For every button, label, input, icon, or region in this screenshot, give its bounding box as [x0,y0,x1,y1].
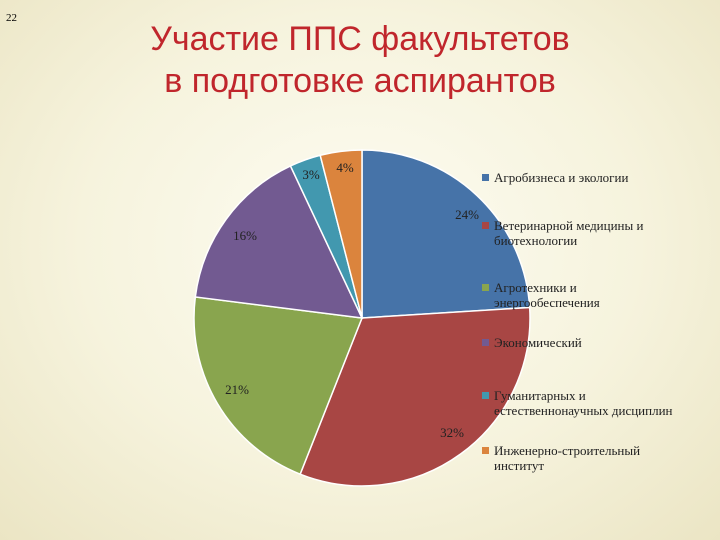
pie-slice [299,306,531,487]
pie-data-label: 4% [336,160,354,175]
legend-item: Экономический [482,335,682,350]
pie-slice [361,149,531,319]
legend-label: Ветеринарной медицины и биотехнологии [494,218,644,248]
legend-item: Инженерно-строительный институт [482,443,682,473]
legend-label: Агробизнеса и экологии [494,170,629,185]
legend-label: Гуманитарных и естественнонаучных дисцип… [494,388,673,418]
legend-swatch [482,174,489,181]
legend-swatch [482,392,489,399]
slide-title-line-1: Участие ППС факультетов [150,20,570,58]
legend-swatch [482,339,489,346]
pie-data-label: 16% [233,228,257,243]
pie-slice [193,296,364,476]
legend-label: Экономический [494,335,582,350]
legend-item: Гуманитарных и естественнонаучных дисцип… [482,388,682,418]
slide-title-line-2: в подготовке аспирантов [164,62,556,100]
pie-data-label: 32% [440,425,464,440]
pie-slice [194,164,364,319]
legend-label: Инженерно-строительный институт [494,443,641,473]
legend-item: Агротехники и энергообеспечения [482,280,682,310]
pie-slice [319,149,363,319]
pie-data-label: 24% [455,207,479,222]
slide-number: 22 [6,12,17,24]
pie-slices [193,149,531,487]
legend-label: Агротехники и энергообеспечения [494,280,600,310]
pie-data-label: 3% [302,167,320,182]
legend-item: Агробизнеса и экологии [482,170,682,185]
slide-title: Участие ППС факультетов в подготовке асп… [100,18,620,102]
legend-swatch [482,222,489,229]
legend-swatch [482,284,489,291]
pie-data-labels: 24% 32% 21% 16% 3% 4% [225,160,479,440]
legend-item: Ветеринарной медицины и биотехнологии [482,218,682,248]
pie-data-label: 21% [225,382,249,397]
legend-swatch [482,447,489,454]
